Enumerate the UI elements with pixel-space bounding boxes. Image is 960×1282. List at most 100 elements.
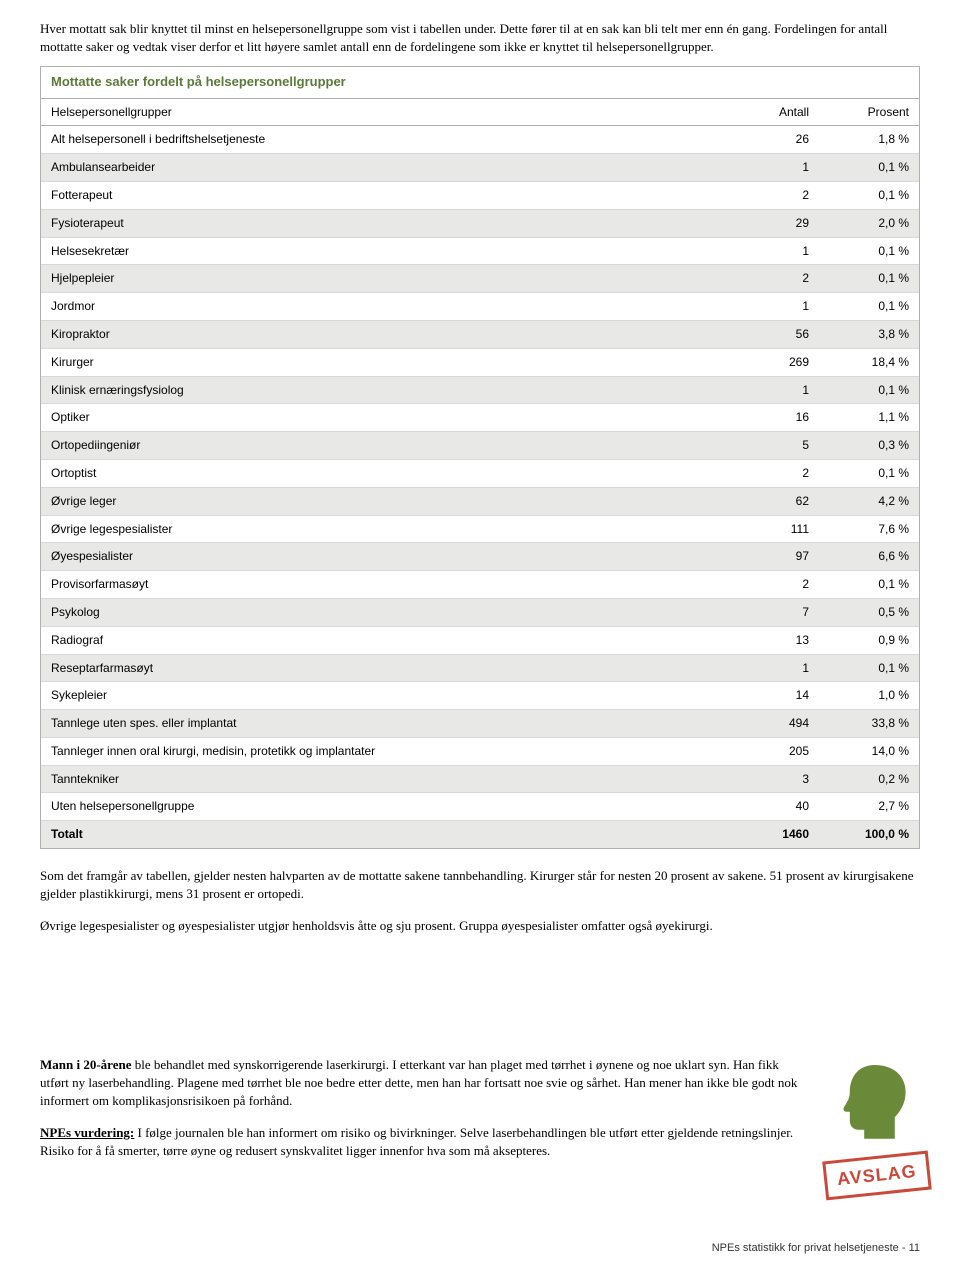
- table-row: Reseptarfarmasøyt10,1 %: [41, 654, 919, 682]
- case-subject: Mann i 20-årene: [40, 1057, 131, 1072]
- intro-paragraph: Hver mottatt sak blir knyttet til minst …: [40, 20, 920, 56]
- table-row: Fotterapeut20,1 %: [41, 181, 919, 209]
- cell-antall: 40: [719, 793, 819, 821]
- cell-antall: 111: [719, 515, 819, 543]
- cell-antall: 5: [719, 432, 819, 460]
- table-row: Psykolog70,5 %: [41, 598, 919, 626]
- table-row: Tannleger innen oral kirurgi, medisin, p…: [41, 737, 919, 765]
- case-text-2: I følge journalen ble han informert om r…: [40, 1125, 793, 1158]
- cell-prosent: 0,1 %: [819, 265, 919, 293]
- cell-antall: 62: [719, 487, 819, 515]
- table-title: Mottatte saker fordelt på helsepersonell…: [41, 67, 919, 98]
- table-row: Provisorfarmasøyt20,1 %: [41, 571, 919, 599]
- table-row: Tannlege uten spes. eller implantat49433…: [41, 710, 919, 738]
- cell-label: Psykolog: [41, 598, 719, 626]
- cell-antall: 269: [719, 348, 819, 376]
- cell-label: Klinisk ernæringsfysiolog: [41, 376, 719, 404]
- cell-prosent: 0,1 %: [819, 571, 919, 599]
- table-row: Hjelpepleier20,1 %: [41, 265, 919, 293]
- cell-prosent: 4,2 %: [819, 487, 919, 515]
- cell-label: Provisorfarmasøyt: [41, 571, 719, 599]
- cell-antall: 13: [719, 626, 819, 654]
- cell-label: Hjelpepleier: [41, 265, 719, 293]
- table-row: Øvrige legespesialister1117,6 %: [41, 515, 919, 543]
- cell-label: Ortopediingeniør: [41, 432, 719, 460]
- table-row: Ortopediingeniør50,3 %: [41, 432, 919, 460]
- cell-prosent: 0,1 %: [819, 376, 919, 404]
- cell-prosent: 18,4 %: [819, 348, 919, 376]
- total-label: Totalt: [41, 821, 719, 848]
- cell-prosent: 2,0 %: [819, 209, 919, 237]
- table-row: Tanntekniker30,2 %: [41, 765, 919, 793]
- cell-antall: 205: [719, 737, 819, 765]
- cell-antall: 2: [719, 571, 819, 599]
- cell-antall: 1: [719, 154, 819, 182]
- cell-prosent: 0,1 %: [819, 654, 919, 682]
- cell-label: Tannlege uten spes. eller implantat: [41, 710, 719, 738]
- cell-prosent: 0,2 %: [819, 765, 919, 793]
- cell-antall: 494: [719, 710, 819, 738]
- case-paragraph-1: Mann i 20-årene ble behandlet med synsko…: [40, 1056, 800, 1111]
- summary-paragraph-1: Som det framgår av tabellen, gjelder nes…: [40, 867, 920, 903]
- table-row: Kirurger26918,4 %: [41, 348, 919, 376]
- cell-antall: 2: [719, 459, 819, 487]
- table-row: Uten helsepersonellgruppe402,7 %: [41, 793, 919, 821]
- table-row: Klinisk ernæringsfysiolog10,1 %: [41, 376, 919, 404]
- cell-prosent: 0,1 %: [819, 181, 919, 209]
- cell-label: Kirurger: [41, 348, 719, 376]
- cell-antall: 26: [719, 126, 819, 154]
- table-header-row: Helsepersonellgrupper Antall Prosent: [41, 99, 919, 126]
- cell-prosent: 3,8 %: [819, 320, 919, 348]
- table-row: Sykepleier141,0 %: [41, 682, 919, 710]
- cell-label: Øyespesialister: [41, 543, 719, 571]
- cell-label: Tannleger innen oral kirurgi, medisin, p…: [41, 737, 719, 765]
- case-text-1: ble behandlet med synskorrigerende laser…: [40, 1057, 797, 1108]
- case-paragraph-2: NPEs vurdering: I følge journalen ble ha…: [40, 1124, 800, 1160]
- cell-label: Ambulansearbeider: [41, 154, 719, 182]
- cell-label: Øvrige leger: [41, 487, 719, 515]
- head-silhouette-icon: [830, 1056, 920, 1146]
- table-row: Alt helsepersonell i bedriftshelsetjenes…: [41, 126, 919, 154]
- cell-prosent: 0,1 %: [819, 459, 919, 487]
- cell-prosent: 0,1 %: [819, 237, 919, 265]
- table-row: Fysioterapeut292,0 %: [41, 209, 919, 237]
- cell-label: Ortoptist: [41, 459, 719, 487]
- summary-paragraph-2: Øvrige legespesialister og øyespesialist…: [40, 917, 920, 935]
- cell-label: Tanntekniker: [41, 765, 719, 793]
- cell-prosent: 1,0 %: [819, 682, 919, 710]
- cell-prosent: 0,9 %: [819, 626, 919, 654]
- cell-label: Reseptarfarmasøyt: [41, 654, 719, 682]
- table-row: Ambulansearbeider10,1 %: [41, 154, 919, 182]
- cell-prosent: 2,7 %: [819, 793, 919, 821]
- cell-prosent: 0,1 %: [819, 293, 919, 321]
- cell-antall: 1: [719, 293, 819, 321]
- cell-antall: 2: [719, 265, 819, 293]
- total-prosent: 100,0 %: [819, 821, 919, 848]
- cell-label: Kiropraktor: [41, 320, 719, 348]
- cell-label: Helsesekretær: [41, 237, 719, 265]
- cell-antall: 97: [719, 543, 819, 571]
- cell-antall: 7: [719, 598, 819, 626]
- table-row: Øyespesialister976,6 %: [41, 543, 919, 571]
- cell-antall: 56: [719, 320, 819, 348]
- cell-label: Sykepleier: [41, 682, 719, 710]
- cell-antall: 29: [719, 209, 819, 237]
- cell-antall: 1: [719, 237, 819, 265]
- cell-label: Optiker: [41, 404, 719, 432]
- cell-label: Radiograf: [41, 626, 719, 654]
- cell-prosent: 1,8 %: [819, 126, 919, 154]
- table-total-row: Totalt1460100,0 %: [41, 821, 919, 848]
- cell-antall: 3: [719, 765, 819, 793]
- cell-prosent: 0,1 %: [819, 154, 919, 182]
- table-row: Ortoptist20,1 %: [41, 459, 919, 487]
- col-header-prosent: Prosent: [819, 99, 919, 126]
- data-table-container: Mottatte saker fordelt på helsepersonell…: [40, 66, 920, 849]
- cell-prosent: 0,3 %: [819, 432, 919, 460]
- table-row: Jordmor10,1 %: [41, 293, 919, 321]
- cell-antall: 16: [719, 404, 819, 432]
- cell-prosent: 33,8 %: [819, 710, 919, 738]
- cell-prosent: 14,0 %: [819, 737, 919, 765]
- case-study-block: Mann i 20-årene ble behandlet med synsko…: [40, 1056, 920, 1161]
- table-row: Optiker161,1 %: [41, 404, 919, 432]
- cell-prosent: 7,6 %: [819, 515, 919, 543]
